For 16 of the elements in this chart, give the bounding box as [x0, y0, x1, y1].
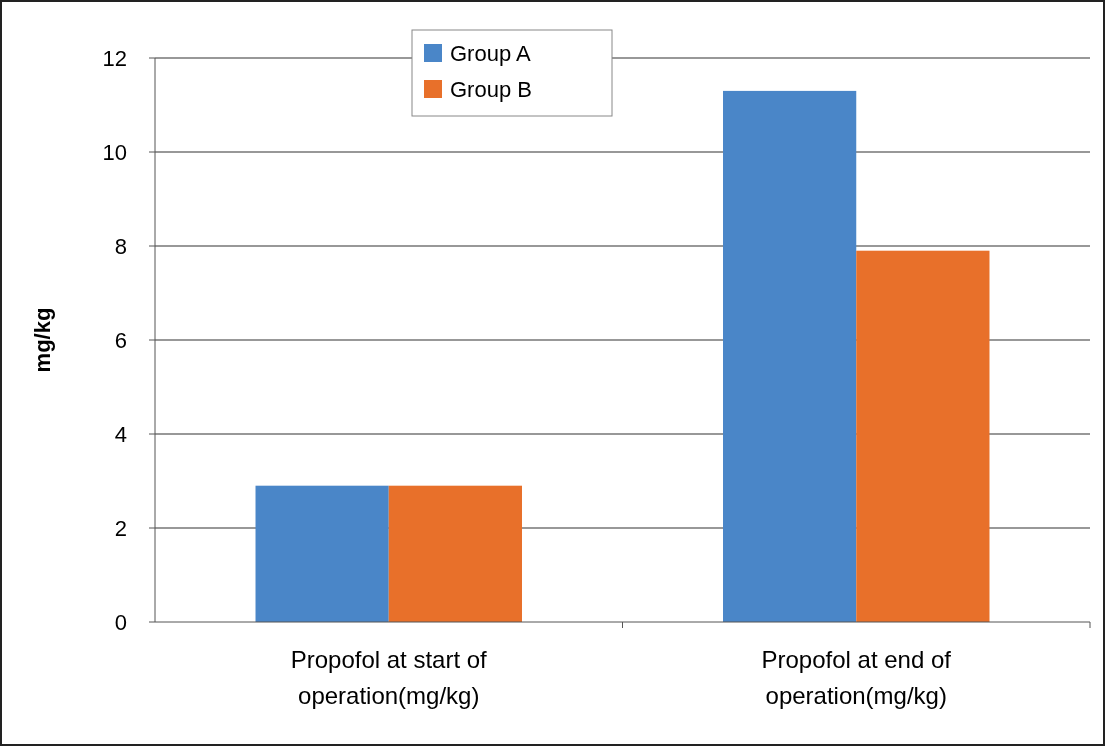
y-tick-label: 8: [114, 233, 127, 259]
y-tick-label: 10: [102, 139, 127, 165]
bar: [255, 485, 389, 622]
y-tick-label: 0: [114, 609, 127, 635]
y-tick-label: 6: [114, 327, 127, 353]
x-tick-label: Propofol at start of operation(mg/kg): [290, 646, 488, 709]
legend-label: Group A: [450, 40, 532, 66]
bar: [388, 485, 522, 622]
legend-label: Group B: [450, 76, 532, 102]
bar: [723, 90, 857, 622]
x-tick-label: Propofol at end of operation(mg/kg): [761, 646, 952, 709]
bar: [856, 250, 990, 622]
y-tick-label: 2: [114, 515, 127, 541]
y-axis-title: mg/kg: [30, 307, 55, 373]
y-tick-label: 4: [114, 421, 127, 447]
y-tick-label: 12: [102, 45, 127, 71]
